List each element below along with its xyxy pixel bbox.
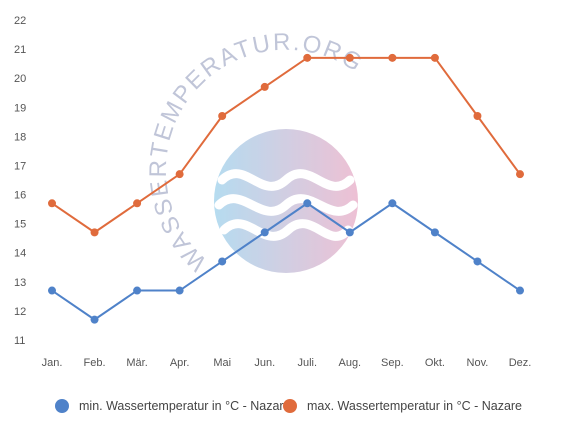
y-tick-label: 21	[14, 44, 26, 56]
x-tick-label: Apr.	[170, 357, 190, 369]
data-point-min[interactable]	[218, 257, 227, 266]
series-line-max	[51, 56, 521, 234]
x-tick-label: Feb.	[84, 357, 106, 369]
data-point-min[interactable]	[133, 286, 142, 295]
data-point-min[interactable]	[48, 286, 56, 295]
x-tick-label: Mai	[213, 357, 231, 369]
legend-marker-min[interactable]	[55, 399, 69, 413]
series-lines	[48, 53, 524, 324]
x-tick-label: Jan.	[42, 357, 63, 369]
data-point-min[interactable]	[516, 286, 524, 295]
legend-marker-max[interactable]	[283, 399, 297, 413]
data-point-min[interactable]	[345, 228, 354, 237]
x-tick-label: Juli.	[297, 357, 317, 369]
data-point-min[interactable]	[473, 257, 482, 266]
data-point-min[interactable]	[303, 199, 312, 208]
y-tick-label: 19	[14, 102, 26, 114]
data-point-max[interactable]	[430, 53, 439, 62]
y-tick-label: 20	[14, 73, 26, 85]
y-tick-label: 18	[14, 131, 26, 143]
x-tick-label: Jun.	[254, 357, 275, 369]
y-tick-label: 16	[14, 190, 26, 202]
legend-label-max[interactable]: max. Wassertemperatur in °C - Nazare	[307, 399, 522, 413]
data-point-min[interactable]	[430, 228, 439, 237]
data-point-max[interactable]	[516, 170, 524, 179]
data-point-max[interactable]	[473, 112, 482, 120]
x-tick-label: Mär.	[126, 357, 147, 369]
y-tick-label: 22	[14, 15, 26, 27]
data-point-max[interactable]	[175, 170, 184, 179]
y-tick-label: 17	[14, 160, 26, 172]
x-tick-label: Sep.	[381, 357, 404, 369]
y-tick-label: 11	[14, 335, 25, 347]
data-point-max[interactable]	[388, 53, 397, 62]
y-tick-label: 15	[14, 219, 26, 231]
x-tick-label: Nov.	[467, 357, 489, 369]
y-tick-label: 12	[14, 306, 26, 318]
x-tick-label: Dez.	[509, 357, 532, 369]
y-tick-label: 14	[14, 248, 26, 260]
data-point-max[interactable]	[345, 53, 354, 62]
x-axis-ticks: Jan. Feb. Mär. Apr. Mai Jun. Juli. Aug. Sep. Okt.…	[42, 357, 532, 369]
data-point-max[interactable]	[90, 228, 99, 237]
data-point-max[interactable]	[48, 199, 56, 208]
data-point-max[interactable]	[218, 112, 227, 120]
series-line-min	[51, 202, 521, 321]
data-point-max[interactable]	[133, 199, 142, 208]
legend-label-min[interactable]: min. Wassertemperatur in °C - Nazare	[79, 399, 291, 413]
x-tick-label: Okt.	[425, 357, 445, 369]
data-point-max[interactable]	[303, 53, 312, 62]
data-point-min[interactable]	[175, 286, 184, 295]
y-axis-ticks: 11 12 13 14 15 16 17 18 19 20 21 22	[14, 15, 26, 347]
data-point-max[interactable]	[260, 82, 269, 91]
data-point-min[interactable]	[388, 199, 397, 208]
watermark-waves-icon	[214, 169, 358, 241]
y-tick-label: 13	[14, 277, 26, 289]
data-point-min[interactable]	[90, 315, 99, 324]
data-point-min[interactable]	[260, 228, 269, 237]
x-tick-label: Aug.	[338, 357, 361, 369]
legend: min. Wassertemperatur in °C - Nazare max.…	[55, 399, 522, 413]
